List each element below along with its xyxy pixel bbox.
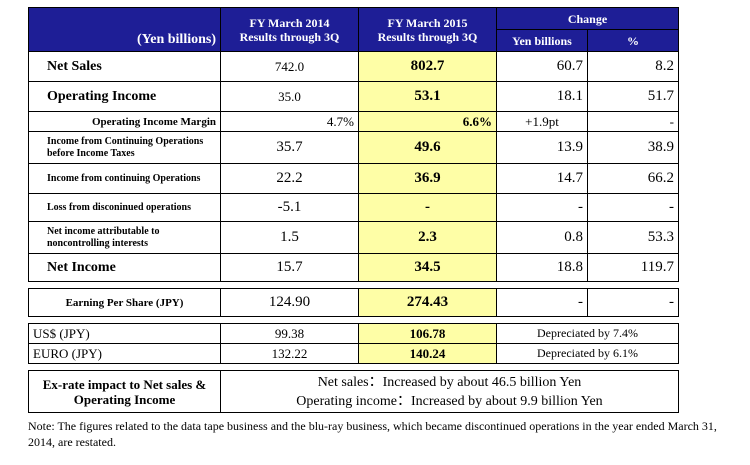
exrate-net-sales: Net sales：Increased by about 46.5 billio… [317,374,582,390]
table-row: Loss from disconinued operations -5.1 - … [28,193,679,222]
fx-fy2015-value: 140.24 [358,343,497,364]
change-pct-value: 53.3 [587,221,679,254]
fy2015-value: 49.6 [358,131,497,164]
change-pct-value: - [587,111,679,132]
change-value: 14.7 [496,163,588,194]
change-value: 13.9 [496,131,588,164]
row-label: Net Income [28,253,221,282]
fy2014-value: 22.2 [220,163,359,194]
table-row: Net Sales 742.0 802.7 60.7 8.2 [28,51,679,82]
exrate-operating-income: Operating income：Increased by about 9.9 … [296,393,603,409]
fx-note: Depreciated by 6.1% [496,343,679,364]
row-label: Net income attributable to noncontrollin… [28,221,221,254]
fx-fy2014-value: 99.38 [220,323,359,344]
fy2014-header: FY March 2014 Results through 3Q [220,7,359,52]
exrate-values: Net sales：Increased by about 46.5 billio… [220,370,679,413]
exrate-table: Ex-rate impact to Net sales & Operating … [28,370,679,413]
fy2014-value: 742.0 [220,51,359,82]
table-row: US$ (JPY) 99.38 106.78 Depreciated by 7.… [28,323,679,344]
eps-table: Earning Per Share (JPY) 124.90 274.43 - … [28,288,679,317]
change-pct-value: 51.7 [587,81,679,112]
change-value: - [496,193,588,222]
fy2015-value: 802.7 [358,51,497,82]
fy2014-value: 15.7 [220,253,359,282]
table-row: Earning Per Share (JPY) 124.90 274.43 - … [28,288,679,317]
row-label: Operating Income [28,81,221,112]
fy2015-value: 34.5 [358,253,497,282]
eps-label: Earning Per Share (JPY) [28,288,221,317]
row-label: Net Sales [28,51,221,82]
row-label: Operating Income Margin [28,111,221,132]
change-value: 60.7 [496,51,588,82]
eps-change-value: - [496,288,588,317]
fx-fy2014-value: 132.22 [220,343,359,364]
table-row: Income from Continuing Operations before… [28,131,679,164]
fy2015-value: 36.9 [358,163,497,194]
change-pct-value: 66.2 [587,163,679,194]
fy2014-value: 35.0 [220,81,359,112]
table-row: Operating Income Margin 4.7% 6.6% +1.9pt… [28,111,679,132]
table-row: Net Income 15.7 34.5 18.8 119.7 [28,253,679,282]
fy2015-value: 53.1 [358,81,497,112]
fy2015-header-line1: FY March 2015 [387,15,468,30]
fy2014-header-line1: FY March 2014 [249,15,330,30]
table-row: Ex-rate impact to Net sales & Operating … [28,370,679,413]
fy2015-header: FY March 2015 Results through 3Q [358,7,497,52]
table-row: Income from continuing Operations 22.2 3… [28,163,679,194]
fx-label: US$ (JPY) [28,323,221,344]
unit-label: (Yen billions) [137,32,216,47]
exrate-label: Ex-rate impact to Net sales & Operating … [28,370,221,413]
fy2015-value: 6.6% [358,111,497,132]
fy2014-header-line2: Results through 3Q [239,29,340,44]
fx-note: Depreciated by 7.4% [496,323,679,344]
change-pct-value: 8.2 [587,51,679,82]
eps-change-pct-value: - [587,288,679,317]
fx-fy2015-value: 106.78 [358,323,497,344]
change-yen-header: Yen billions [496,29,588,52]
fy2014-value: 4.7% [220,111,359,132]
fy2014-value: 35.7 [220,131,359,164]
change-value: 18.1 [496,81,588,112]
eps-fy2014-value: 124.90 [220,288,359,317]
fy2015-value: - [358,193,497,222]
fx-label: EURO (JPY) [28,343,221,364]
row-label: Loss from disconinued operations [28,193,221,222]
change-value: 0.8 [496,221,588,254]
change-pct-value: - [587,193,679,222]
change-value: +1.9pt [496,111,588,132]
row-label: Income from Continuing Operations before… [28,131,221,164]
unit-header: (Yen billions) [28,7,221,52]
change-value: 18.8 [496,253,588,282]
change-pct-header: % [587,29,679,52]
results-table: (Yen billions) FY March 2014 Results thr… [28,7,679,282]
change-pct-value: 38.9 [587,131,679,164]
row-label: Income from continuing Operations [28,163,221,194]
footnote: Note: The figures related to the data ta… [28,419,717,449]
fy2014-value: -5.1 [220,193,359,222]
change-pct-value: 119.7 [587,253,679,282]
fx-table: US$ (JPY) 99.38 106.78 Depreciated by 7.… [28,323,679,364]
change-header: Change [496,7,679,30]
table-row: Operating Income 35.0 53.1 18.1 51.7 [28,81,679,112]
table-row: EURO (JPY) 132.22 140.24 Depreciated by … [28,343,679,364]
fy2015-header-line2: Results through 3Q [377,29,478,44]
eps-fy2015-value: 274.43 [358,288,497,317]
fy2014-value: 1.5 [220,221,359,254]
fy2015-value: 2.3 [358,221,497,254]
table-row: Net income attributable to noncontrollin… [28,221,679,254]
